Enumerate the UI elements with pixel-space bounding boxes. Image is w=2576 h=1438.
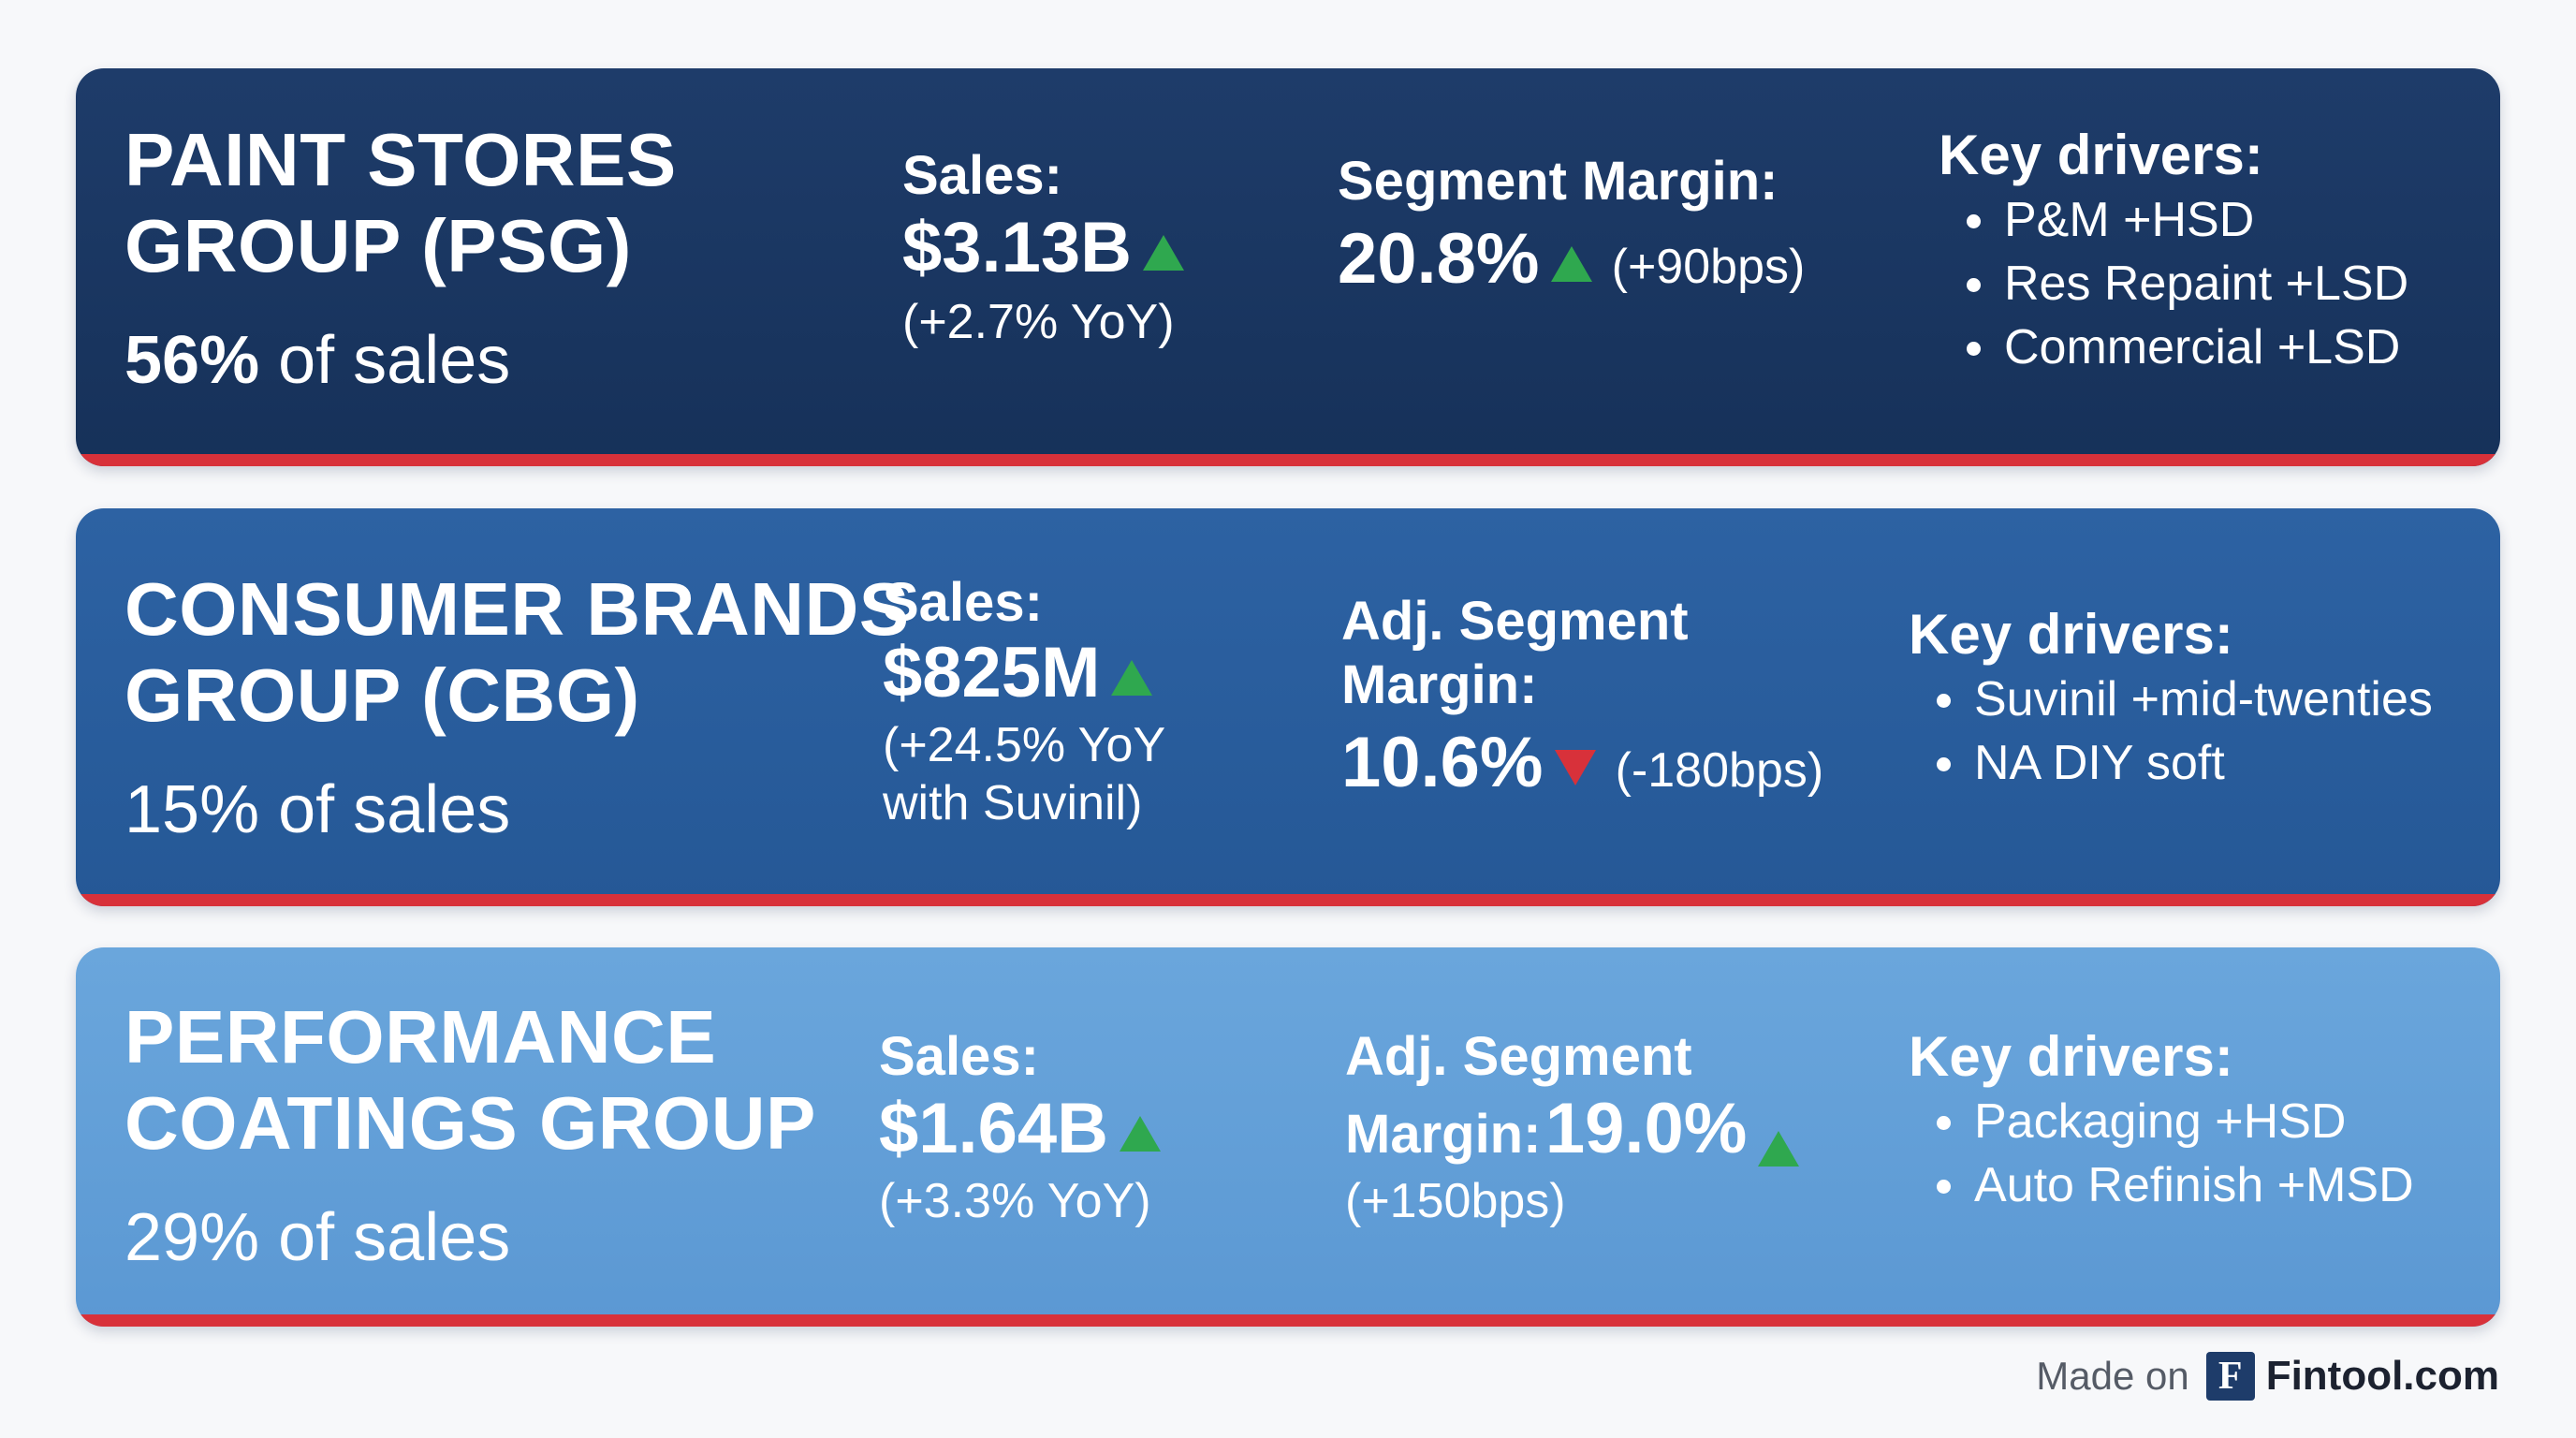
margin-label: Segment Margin:	[1338, 151, 1778, 212]
sales-value: $3.13B	[902, 208, 1133, 287]
segment-title: PERFORMANCE COATINGS GROUP	[124, 994, 816, 1167]
segment-title: CONSUMER BRANDS GROUP (CBG)	[124, 566, 910, 739]
triangle-up-icon	[1111, 659, 1153, 696]
segment-title: PAINT STORES GROUP (PSG)	[124, 117, 677, 289]
sales-share: 15% of sales	[124, 772, 511, 847]
made-on-text: Made on	[2036, 1354, 2189, 1398]
sales-label: Sales:	[883, 572, 1043, 633]
segment-title-line2: COATINGS GROUP	[124, 1081, 816, 1165]
segment-title-line1: CONSUMER BRANDS	[124, 567, 910, 651]
margin-label-line1: Adj. Segment	[1345, 1026, 1692, 1087]
triangle-up-icon	[1550, 245, 1592, 282]
sales-change: (+3.3% YoY)	[879, 1174, 1151, 1228]
sales-value-row: $1.64B	[879, 1088, 1162, 1170]
triangle-down-icon	[1554, 749, 1596, 785]
margin-value: 10.6%	[1341, 723, 1544, 802]
sales-label: Sales:	[879, 1026, 1039, 1087]
margin-change: (+150bps)	[1345, 1174, 1566, 1228]
margin-value: 20.8%	[1338, 219, 1540, 299]
key-driver-item: NA DIY soft	[1925, 731, 2433, 795]
margin-change: (+90bps)	[1611, 240, 1806, 294]
margin-value-row: Margin: 19.0%	[1345, 1088, 1800, 1170]
key-drivers-list: Packaging +HSD Auto Refinish +MSD	[1925, 1090, 2414, 1217]
margin-change: (-180bps)	[1615, 743, 1824, 798]
margin-label-line2: Margin:	[1341, 654, 1538, 715]
sales-share: 29% of sales	[124, 1200, 511, 1275]
key-driver-item: P&M +HSD	[1955, 188, 2408, 252]
fintool-brand-link[interactable]: Fintool.com	[2265, 1353, 2499, 1399]
sales-value-row: $3.13B	[902, 207, 1185, 289]
sales-value: $1.64B	[879, 1089, 1109, 1168]
segment-card-cbg: CONSUMER BRANDS GROUP (CBG) 15% of sales…	[76, 508, 2500, 906]
sales-change-line1: (+24.5% YoY	[883, 718, 1166, 772]
key-drivers-list: P&M +HSD Res Repaint +LSD Commercial +LS…	[1955, 188, 2408, 379]
triangle-up-icon	[1120, 1115, 1162, 1152]
margin-value: 19.0%	[1544, 1089, 1748, 1168]
sales-label: Sales:	[902, 145, 1062, 206]
margin-value-row: 20.8% (+90bps)	[1338, 218, 1805, 308]
triangle-up-icon	[1143, 234, 1185, 271]
segment-title-line2: GROUP (PSG)	[124, 204, 632, 287]
key-driver-item: Commercial +LSD	[1955, 315, 2408, 379]
segment-card-psg: PAINT STORES GROUP (PSG) 56% of sales Sa…	[76, 68, 2500, 466]
key-drivers-title: Key drivers:	[1939, 124, 2263, 186]
key-drivers-title: Key drivers:	[1909, 1025, 2233, 1088]
segment-card-pcg: PERFORMANCE COATINGS GROUP 29% of sales …	[76, 947, 2500, 1327]
sales-share-value: 56%	[124, 323, 260, 398]
sales-share-suffix: of sales	[259, 323, 511, 398]
fintool-logo-icon: F	[2205, 1352, 2255, 1401]
margin-label-line1: Adj. Segment	[1341, 591, 1689, 652]
segment-title-line1: PERFORMANCE	[124, 995, 717, 1078]
footer-attribution: Made on F Fintool.com	[2036, 1352, 2499, 1401]
key-drivers-title: Key drivers:	[1909, 603, 2233, 666]
key-drivers-list: Suvinil +mid-twenties NA DIY soft	[1925, 668, 2433, 795]
sales-value: $825M	[883, 633, 1101, 712]
sales-change: (+2.7% YoY)	[902, 295, 1175, 349]
key-driver-item: Auto Refinish +MSD	[1925, 1153, 2414, 1217]
segment-title-line2: GROUP (CBG)	[124, 653, 640, 737]
sales-change-line2: with Suvinil)	[883, 776, 1143, 830]
triangle-up-icon	[1758, 1130, 1800, 1167]
margin-label-line2: Margin:	[1345, 1104, 1542, 1165]
key-driver-item: Packaging +HSD	[1925, 1090, 2414, 1153]
key-driver-item: Suvinil +mid-twenties	[1925, 668, 2433, 731]
margin-value-row: 10.6% (-180bps)	[1341, 722, 1823, 812]
key-drivers: Key drivers: P&M +HSD Res Repaint +LSD C…	[1939, 123, 2408, 379]
sales-value-row: $825M	[883, 632, 1153, 714]
key-drivers: Key drivers: Suvinil +mid-twenties NA DI…	[1909, 602, 2433, 795]
key-driver-item: Res Repaint +LSD	[1955, 252, 2408, 315]
key-drivers: Key drivers: Packaging +HSD Auto Refinis…	[1909, 1024, 2414, 1217]
segment-title-line1: PAINT STORES	[124, 118, 677, 201]
sales-share: 56% of sales	[124, 321, 510, 400]
